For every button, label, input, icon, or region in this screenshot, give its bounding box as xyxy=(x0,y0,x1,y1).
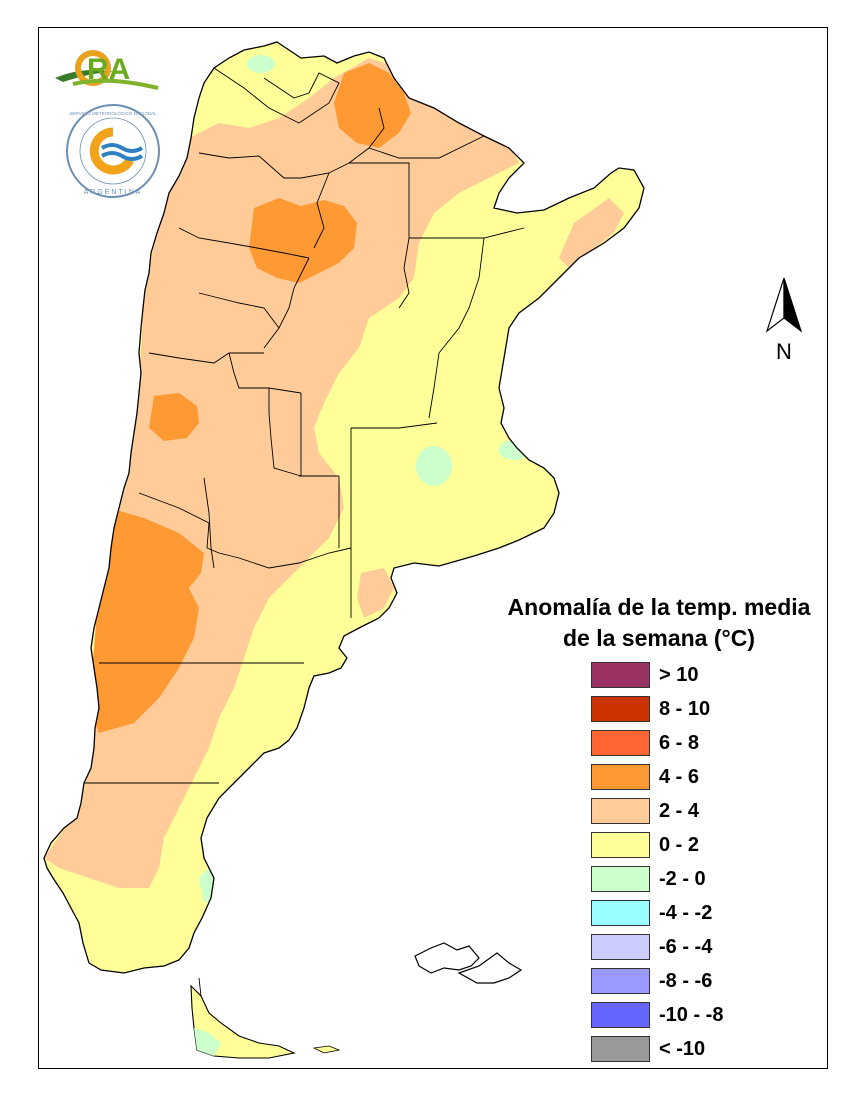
anomaly-zone-minus2-0-c xyxy=(199,850,254,903)
legend-label: -10 - -8 xyxy=(659,1003,724,1026)
legend-item: 2 - 4 xyxy=(591,797,699,825)
isla-de-los-estados xyxy=(312,1045,341,1054)
legend-swatch xyxy=(591,832,650,858)
north-label: N xyxy=(776,339,792,363)
legend-title-line1: Anomalía de la temp. media xyxy=(507,594,811,620)
legend-label: > 10 xyxy=(659,663,699,686)
anomaly-zone-4-6-south xyxy=(89,508,204,733)
legend-swatch xyxy=(591,1002,650,1028)
anomaly-zone-2-4-ne xyxy=(559,198,624,268)
province-boundaries xyxy=(84,67,525,1044)
legend-label: -8 - -6 xyxy=(659,969,713,992)
ora-logo-text: RA xyxy=(87,53,130,86)
legend-swatch xyxy=(591,662,650,688)
malvinas-islands xyxy=(414,942,523,984)
argentina-anomaly-map xyxy=(43,41,645,1059)
legend-label: 2 - 4 xyxy=(659,799,700,822)
legend-item: < -10 xyxy=(591,1035,705,1063)
legend-label: 8 - 10 xyxy=(659,697,711,720)
legend-label: -4 - -2 xyxy=(659,901,713,924)
legend-item: 0 - 2 xyxy=(591,831,699,859)
legend-item: 6 - 8 xyxy=(591,729,699,757)
smn-country-text: ARGENTINA xyxy=(84,189,143,196)
legend-swatch xyxy=(591,900,650,926)
anomaly-zone-minus2-0-b xyxy=(499,440,529,460)
anomaly-zone-minus2-0-a xyxy=(416,446,452,486)
legend-label: 4 - 6 xyxy=(659,765,700,788)
north-arrow: N xyxy=(759,273,809,364)
legend-title-line2: de la semana (°C) xyxy=(563,625,755,651)
legend-item: -10 - -8 xyxy=(591,1001,723,1029)
legend-label: -2 - 0 xyxy=(659,867,706,890)
legend-label: 0 - 2 xyxy=(659,833,700,856)
anomaly-zone-4-6-north xyxy=(334,63,411,148)
smn-name-text: SERVICIO METEOROLÓGICO NACIONAL xyxy=(69,110,157,116)
argentina-outline xyxy=(43,41,645,974)
legend-label: < -10 xyxy=(659,1037,706,1060)
legend-item: 4 - 6 xyxy=(591,763,699,791)
anomaly-zone-4-6-center xyxy=(249,198,357,283)
legend-item: -6 - -4 xyxy=(591,933,712,961)
legend-title: Anomalía de la temp. media de la semana … xyxy=(459,592,827,654)
legend-swatch xyxy=(591,934,650,960)
legend-item: -2 - 0 xyxy=(591,865,706,893)
legend-label: 6 - 8 xyxy=(659,731,700,754)
smn-logo: ARGENTINA SERVICIO METEOROLÓGICO NACIONA… xyxy=(66,104,160,198)
legend-swatch xyxy=(591,866,650,892)
legend-swatch xyxy=(591,968,650,994)
north-arrow-icon: N xyxy=(765,277,803,364)
legend-swatch xyxy=(591,730,650,756)
legend-item: -4 - -2 xyxy=(591,899,712,927)
legend-swatch xyxy=(591,764,650,790)
anomaly-zone-2-4-coast xyxy=(357,568,394,618)
legend-swatch xyxy=(591,696,650,722)
legend-label: -6 - -4 xyxy=(659,935,713,958)
anomaly-zone-minus2-0-tdf xyxy=(194,1028,221,1056)
legend-item: 8 - 10 xyxy=(591,695,710,723)
anomaly-zone-4-6-west xyxy=(149,393,199,441)
legend-swatch xyxy=(591,798,650,824)
map-frame: RA ARGENTINA SERVICIO METEOROLÓGICO NACI… xyxy=(38,27,828,1069)
ora-logo: RA xyxy=(55,50,159,90)
anomaly-zone-minus2-0-d xyxy=(247,55,275,73)
legend-item: -8 - -6 xyxy=(591,967,712,995)
legend-swatch xyxy=(591,1036,650,1062)
legend-item: > 10 xyxy=(591,661,698,689)
